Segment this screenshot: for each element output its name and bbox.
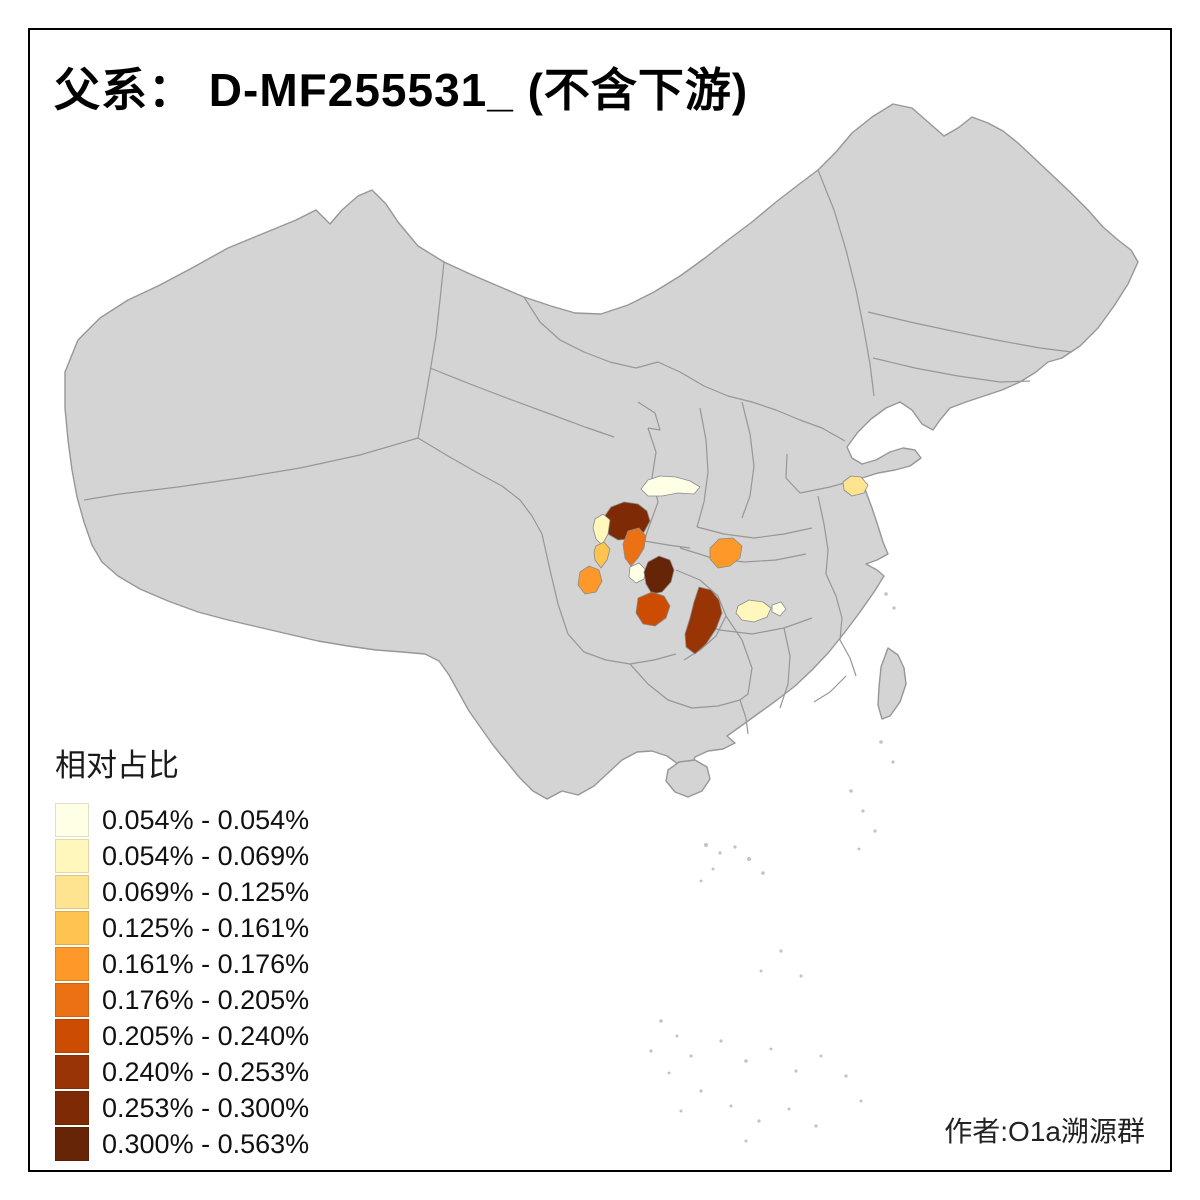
legend-label: 0.176% - 0.205% — [102, 984, 310, 1015]
highlighted-region — [709, 537, 743, 569]
hainan-island — [665, 759, 711, 798]
islands — [649, 592, 907, 1143]
highlighted-region — [643, 555, 675, 595]
legend-swatch — [55, 803, 89, 837]
highlighted-region — [684, 586, 723, 655]
legend-swatch — [55, 1091, 89, 1125]
legend-row: 0.240% - 0.253% — [55, 1055, 309, 1089]
highlighted-region — [735, 599, 772, 623]
taiwan-island — [877, 647, 907, 720]
legend-label: 0.205% - 0.240% — [102, 1020, 310, 1051]
legend-swatch — [55, 875, 89, 909]
highlighted-region — [577, 565, 603, 595]
legend-row: 0.300% - 0.563% — [55, 1127, 309, 1161]
legend-swatch — [55, 911, 89, 945]
legend-row: 0.205% - 0.240% — [55, 1019, 309, 1053]
highlighted-region — [592, 513, 611, 546]
legend-row: 0.054% - 0.069% — [55, 839, 309, 873]
highlighted-region — [593, 541, 611, 569]
highlighted-region — [628, 562, 647, 584]
south-china-sea-islets — [649, 592, 896, 1143]
legend-row: 0.253% - 0.300% — [55, 1091, 309, 1125]
highlighted-region — [771, 601, 787, 617]
legend-swatch — [55, 983, 89, 1017]
legend-label: 0.054% - 0.069% — [102, 840, 310, 871]
legend-label: 0.069% - 0.125% — [102, 876, 310, 907]
legend-label: 0.125% - 0.161% — [102, 912, 310, 943]
highlighted-region — [635, 591, 671, 627]
legend-row: 0.125% - 0.161% — [55, 911, 309, 945]
legend-swatch — [55, 1019, 89, 1053]
legend-swatch — [55, 947, 89, 981]
author-credit: 作者:O1a溯源群 — [944, 1116, 1145, 1147]
legend-label: 0.300% - 0.563% — [102, 1128, 310, 1159]
page-title: 父系： D-MF255531_ (不含下游) — [54, 64, 749, 116]
highlighted-regions — [577, 475, 869, 655]
highlighted-region — [842, 475, 869, 497]
legend-title: 相对占比 — [55, 748, 179, 783]
highlighted-region — [622, 527, 647, 567]
highlighted-region — [640, 475, 701, 497]
legend: 相对占比 0.054% - 0.054% 0.054% - 0.069% 0.0… — [55, 740, 309, 1163]
legend-row: 0.069% - 0.125% — [55, 875, 309, 909]
legend-label: 0.054% - 0.054% — [102, 804, 310, 835]
legend-row: 0.176% - 0.205% — [55, 983, 309, 1017]
legend-label: 0.253% - 0.300% — [102, 1092, 310, 1123]
legend-row: 0.054% - 0.054% — [55, 803, 309, 837]
legend-swatch — [55, 839, 89, 873]
legend-swatch — [55, 1127, 89, 1161]
china-mainland — [64, 103, 1139, 800]
legend-label: 0.240% - 0.253% — [102, 1056, 310, 1087]
legend-swatch — [55, 1055, 89, 1089]
legend-row: 0.161% - 0.176% — [55, 947, 309, 981]
legend-label: 0.161% - 0.176% — [102, 948, 310, 979]
